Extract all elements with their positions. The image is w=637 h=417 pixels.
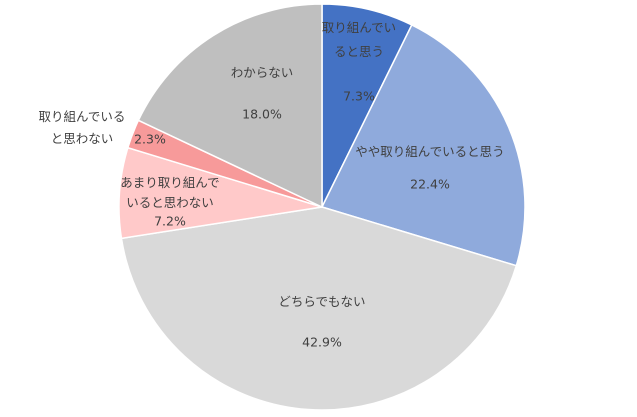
slice-label-line: あまり取り組んで [120, 175, 219, 190]
slice-label-line: 取り組んでい [322, 20, 396, 35]
value-label: 2.3% [134, 132, 166, 147]
pie-slice [320, 23, 526, 267]
slice-label-line: わからない [231, 65, 294, 80]
slice-label-line: いると思わない [126, 195, 214, 210]
pie-slice [137, 3, 323, 209]
slice-label: 取り組んでいると思わない [39, 109, 126, 146]
slice-label-line: 取り組んでいる [39, 109, 126, 124]
pie-slice [120, 206, 518, 411]
slice-label: あまり取り組んでいると思わない [120, 175, 219, 210]
slice-label-line: と思わない [51, 131, 114, 146]
slice-label: どちらでもない [278, 294, 365, 309]
slice-label: やや取り組んでいると思う [355, 144, 504, 159]
value-label: 42.9% [302, 335, 342, 350]
slice-label-line: ると思う [334, 44, 384, 59]
slice-label: 取り組んでいると思う [322, 20, 396, 59]
value-label: 18.0% [242, 107, 282, 122]
slice-label-line: どちらでもない [278, 294, 365, 309]
value-label: 7.3% [343, 89, 375, 104]
slice-label: わからない [231, 65, 294, 80]
slice-label-line: やや取り組んでいると思う [355, 144, 504, 159]
value-label: 7.2% [154, 214, 186, 229]
value-label: 22.4% [410, 177, 450, 192]
